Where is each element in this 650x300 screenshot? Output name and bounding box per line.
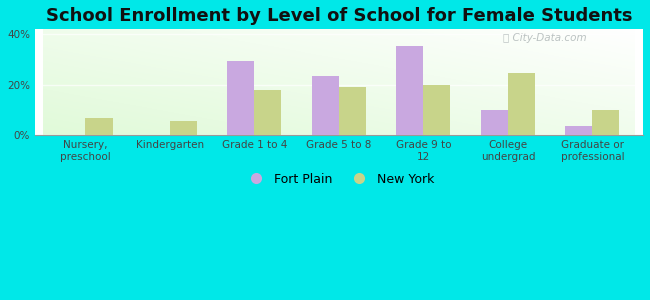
Bar [592, 110, 619, 135]
Bar [170, 122, 197, 135]
Bar [227, 61, 254, 135]
Text: Ⓜ City-Data.com: Ⓜ City-Data.com [503, 33, 587, 43]
Legend: Fort Plain, New York: Fort Plain, New York [239, 168, 439, 190]
Bar [566, 127, 592, 135]
Bar [481, 110, 508, 135]
Title: School Enrollment by Level of School for Female Students: School Enrollment by Level of School for… [46, 7, 632, 25]
Bar [423, 85, 450, 135]
Bar [254, 90, 281, 135]
Bar [508, 74, 535, 135]
Bar [339, 87, 366, 135]
Bar [396, 46, 423, 135]
Bar [312, 76, 339, 135]
Bar [86, 118, 112, 135]
